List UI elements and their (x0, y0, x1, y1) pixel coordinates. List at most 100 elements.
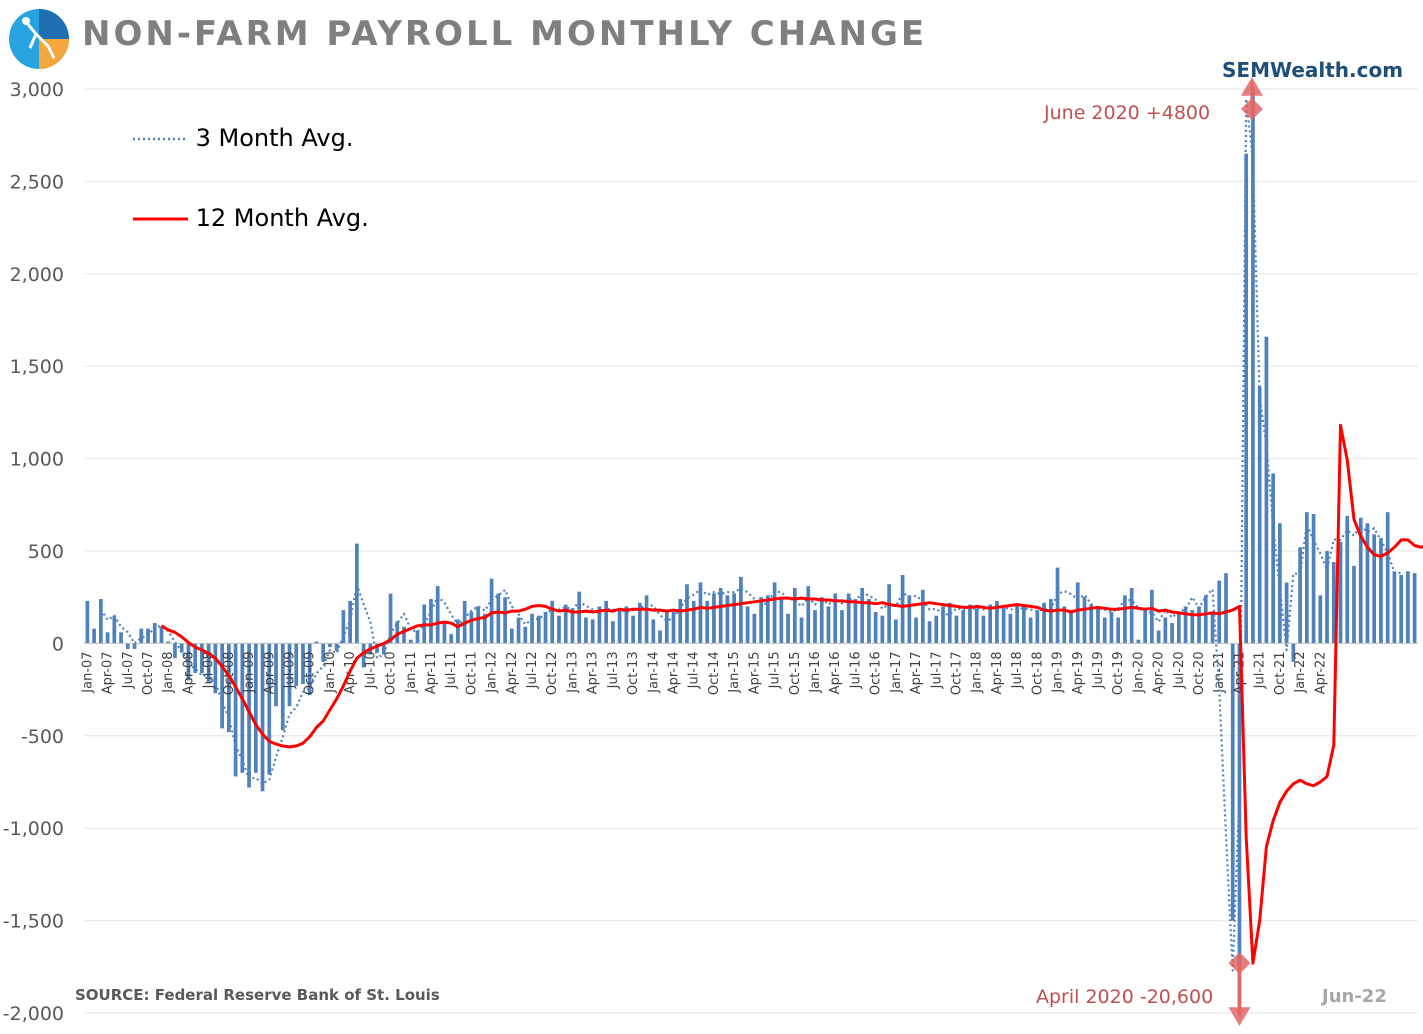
bar (233, 643, 238, 777)
bar (1271, 473, 1275, 644)
x-tick-label: Apr-14 (667, 651, 682, 694)
bar (927, 621, 932, 644)
x-tick-label: Apr-20 (1152, 651, 1167, 694)
x-tick-label: Oct-09 (303, 651, 318, 695)
bar (388, 593, 393, 644)
x-tick-label: Jul-07 (121, 651, 136, 689)
x-tick-label: Oct-07 (141, 651, 156, 695)
bar (1163, 617, 1168, 644)
bar (1197, 606, 1201, 644)
x-tick-label: Apr-09 (262, 651, 277, 694)
x-axis-labels: Jan-07 Apr-07 Jul-07 Oct-07 Jan-08 Apr-08 Jul-… (80, 651, 1328, 695)
bar (530, 613, 534, 644)
bar (355, 543, 359, 644)
x-tick-label: Jul-12 (525, 651, 540, 689)
bar (1150, 589, 1154, 644)
bar (745, 606, 750, 644)
x-tick-label: Jan-07 (80, 651, 95, 693)
bar (402, 626, 406, 644)
page-title: NON-FARM PAYROLL MONTHLY CHANGE (82, 14, 928, 54)
bar (1217, 580, 1222, 644)
bar (584, 617, 588, 644)
bar (1048, 599, 1053, 644)
bar (314, 641, 319, 644)
legend-12-month: 12 Month Avg. (133, 204, 369, 232)
bar (523, 626, 528, 644)
bar (1257, 386, 1262, 644)
bar (274, 643, 278, 707)
bar (85, 600, 90, 644)
bar (806, 586, 811, 644)
bar (846, 593, 851, 644)
bar (1042, 602, 1046, 644)
bar (590, 619, 595, 644)
bar (833, 593, 838, 644)
bar (408, 639, 413, 644)
bar (637, 602, 642, 644)
bar (503, 597, 507, 644)
bar (1331, 562, 1336, 644)
x-tick-label: Apr-18 (990, 651, 1005, 694)
bar (200, 643, 204, 673)
bar (658, 630, 662, 644)
bar (988, 604, 993, 644)
bar (543, 611, 548, 644)
x-tick-label: Jul-20 (1172, 651, 1187, 689)
x-tick-label: Jan-22 (1293, 651, 1308, 693)
bar (1176, 611, 1181, 644)
bar (617, 608, 622, 644)
bar (1001, 608, 1006, 644)
bar (415, 630, 420, 644)
x-tick-label: Jan-09 (242, 651, 257, 693)
x-tick-label: Jul-18 (1010, 651, 1025, 689)
x-tick-label: Apr-13 (586, 651, 601, 694)
x-tick-label: Oct-14 (707, 651, 722, 695)
y-tick-label: -2,000 (3, 1003, 64, 1025)
bar (294, 643, 299, 686)
bar (934, 615, 939, 644)
x-tick-label: Apr-15 (747, 651, 762, 694)
x-tick-label: Apr-17 (909, 651, 924, 694)
bar (1230, 643, 1235, 921)
bar (240, 643, 245, 773)
bar (644, 595, 649, 644)
bar (1345, 515, 1350, 644)
annotation-markers (1228, 77, 1263, 1026)
bar (132, 643, 137, 649)
bar (840, 610, 844, 644)
bar (98, 599, 103, 644)
bar (1325, 551, 1329, 644)
y-tick-label: 2,000 (10, 264, 64, 286)
bar (381, 643, 386, 655)
bar (947, 602, 952, 644)
bar (1264, 336, 1269, 644)
x-tick-label: Oct-21 (1273, 651, 1288, 695)
bar (880, 615, 885, 644)
date-stamp: Jun-22 (1322, 986, 1387, 1007)
bar (1028, 617, 1033, 644)
bar (604, 600, 608, 644)
x-tick-label: Oct-16 (869, 651, 884, 695)
y-tick-label: -1,000 (3, 818, 64, 840)
bar (920, 589, 925, 644)
bar (752, 613, 757, 644)
bar (786, 613, 790, 644)
y-tick-label: 0 (52, 633, 64, 655)
bar (536, 615, 541, 644)
x-tick-label: Apr-19 (1071, 651, 1086, 694)
bar (611, 621, 615, 644)
bar (456, 619, 460, 644)
x-tick-label: Jul-17 (929, 651, 944, 689)
x-tick-label: Jul-10 (363, 651, 378, 689)
bar (624, 606, 629, 644)
y-tick-label: 1,500 (10, 356, 64, 378)
y-axis-labels: 3,000 2,500 2,000 1,500 1,000 500 0 -500 -1,000 -… (3, 79, 64, 1025)
bar (1352, 565, 1356, 644)
bar (1318, 595, 1323, 644)
bar (1365, 523, 1370, 644)
bar (664, 611, 669, 644)
annotation-low: April 2020 -20,600 (1036, 986, 1214, 1008)
bar (887, 584, 891, 644)
bar (301, 643, 305, 685)
